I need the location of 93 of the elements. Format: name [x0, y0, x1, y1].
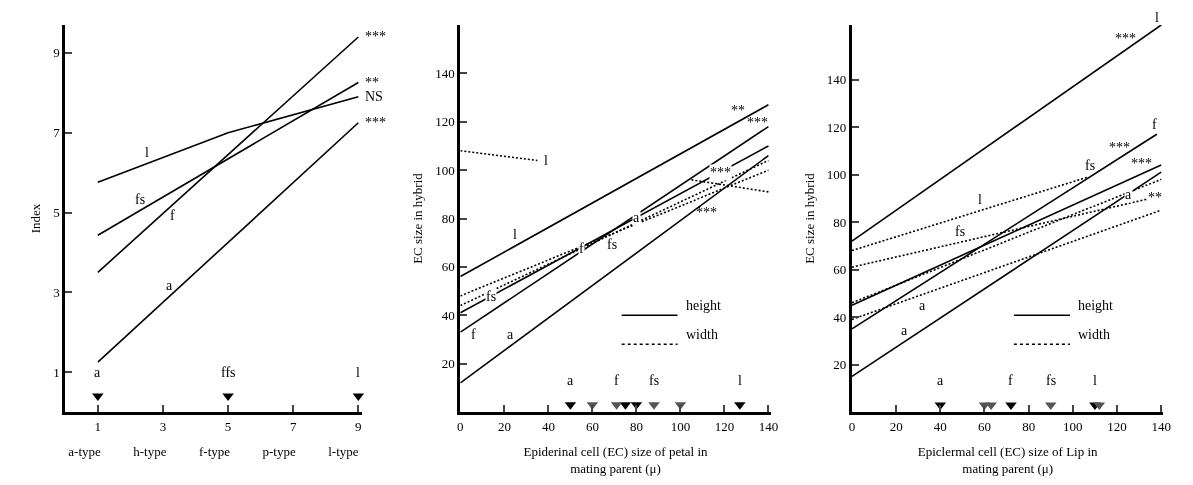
y-tick-label: 60 — [441, 259, 455, 275]
annotation: *** — [1131, 156, 1152, 171]
annotation: l — [356, 365, 360, 380]
annotation: ** — [1148, 190, 1162, 205]
y-tick-label: 9 — [53, 45, 60, 61]
annotation: l — [1093, 373, 1097, 388]
annotation: l — [513, 227, 517, 242]
y-tick-label: 100 — [435, 162, 455, 178]
annotation: a — [507, 327, 514, 342]
x-tick-label: 1 — [94, 418, 102, 434]
annotation: ffs — [221, 365, 236, 380]
y-axis-title: EC size in hybrid — [410, 172, 426, 264]
annotation: width — [686, 327, 718, 342]
x-axis-title: Epiclermal cell (EC) size of Lip in mating parent (μ) — [917, 444, 1099, 477]
annotation: f — [614, 373, 619, 388]
annotation: *** — [696, 205, 717, 220]
y-tick-label: 100 — [826, 167, 847, 183]
annotation: *** — [1109, 140, 1130, 155]
x-axis-title: a-type h-type f-type p-type l-type — [68, 444, 359, 460]
y-tick-label: 80 — [833, 214, 847, 230]
annotation: fs — [607, 237, 618, 252]
annotation: a — [633, 210, 640, 225]
y-tick-label: 7 — [53, 125, 61, 141]
y-tick-label: 140 — [826, 72, 847, 88]
x-axis-title: Epiderinal cell (EC) size of petal in mating parent (μ) — [523, 444, 709, 477]
annotation: l — [145, 145, 149, 160]
x-tick-label: 100 — [1063, 418, 1083, 434]
x-tick-label: 120 — [714, 418, 735, 434]
x-tick-label: 80 — [1022, 418, 1036, 434]
annotation: ** — [731, 103, 745, 118]
annotation: *** — [365, 29, 386, 44]
x-tick-label: 80 — [629, 418, 643, 434]
y-tick-label: 5 — [53, 205, 60, 221]
annotation: a — [567, 373, 574, 388]
x-tick-label: 20 — [889, 418, 903, 434]
annotation: l — [544, 153, 548, 168]
y-tick-label: 3 — [53, 284, 60, 300]
x-tick-label: 140 — [758, 418, 779, 434]
annotation: a — [166, 278, 173, 293]
x-tick-label: 100 — [670, 418, 691, 434]
annotation: f — [1008, 373, 1013, 388]
annotation: fs — [955, 224, 966, 239]
x-tick-label: 20 — [497, 418, 511, 434]
annotation: ** — [365, 75, 379, 90]
annotation: f — [471, 327, 476, 342]
x-tick-label: 3 — [159, 418, 167, 434]
annotation: width — [1078, 327, 1110, 342]
y-tick-label: 40 — [441, 307, 455, 323]
x-tick-label: 120 — [1107, 418, 1127, 434]
y-tick-label: 1 — [53, 364, 60, 380]
annotation: a — [937, 373, 944, 388]
annotation: *** — [365, 115, 386, 130]
annotation: f — [170, 208, 175, 223]
y-tick-label: 40 — [833, 309, 847, 325]
annotation: f — [1152, 117, 1157, 132]
annotation: a — [94, 365, 101, 380]
annotation: l — [978, 192, 982, 207]
annotation: fs — [1085, 158, 1096, 173]
annotation: l — [1155, 10, 1159, 25]
annotation: fs — [135, 192, 146, 207]
y-tick-label: 120 — [435, 114, 455, 130]
y-axis-title: Index — [28, 203, 44, 234]
y-tick-label: 80 — [441, 211, 455, 227]
y-tick-label: 140 — [435, 65, 455, 81]
annotation: a — [901, 323, 908, 338]
y-axis-title: EC size in hybrid — [801, 172, 817, 264]
y-tick-label: 120 — [826, 119, 847, 135]
annotation: *** — [1115, 31, 1136, 46]
x-tick-label: 9 — [355, 418, 362, 434]
x-tick-label: 5 — [224, 418, 232, 434]
x-tick-label: 40 — [933, 418, 947, 434]
annotation: fs — [649, 373, 660, 388]
annotation: f — [579, 241, 584, 256]
annotation: fs — [486, 289, 497, 304]
annotation: a — [919, 298, 926, 313]
y-tick-label: 20 — [441, 356, 455, 372]
annotation: NS — [365, 89, 383, 104]
y-tick-label: 20 — [833, 357, 847, 373]
x-tick-label: 0 — [457, 418, 464, 434]
annotation: height — [1078, 298, 1114, 313]
x-tick-label: 60 — [977, 418, 991, 434]
y-tick-label: 60 — [833, 262, 847, 278]
x-tick-label: 7 — [289, 418, 297, 434]
x-tick-label: 140 — [1151, 418, 1171, 434]
annotation: *** — [747, 115, 768, 130]
x-tick-label: 0 — [848, 418, 856, 434]
annotation: height — [686, 298, 722, 313]
annotation: fs — [1046, 373, 1057, 388]
x-tick-label: 40 — [541, 418, 555, 434]
x-tick-label: 60 — [585, 418, 599, 434]
annotation: a — [1125, 187, 1132, 202]
annotation: l — [738, 373, 742, 388]
annotation: *** — [710, 165, 731, 180]
